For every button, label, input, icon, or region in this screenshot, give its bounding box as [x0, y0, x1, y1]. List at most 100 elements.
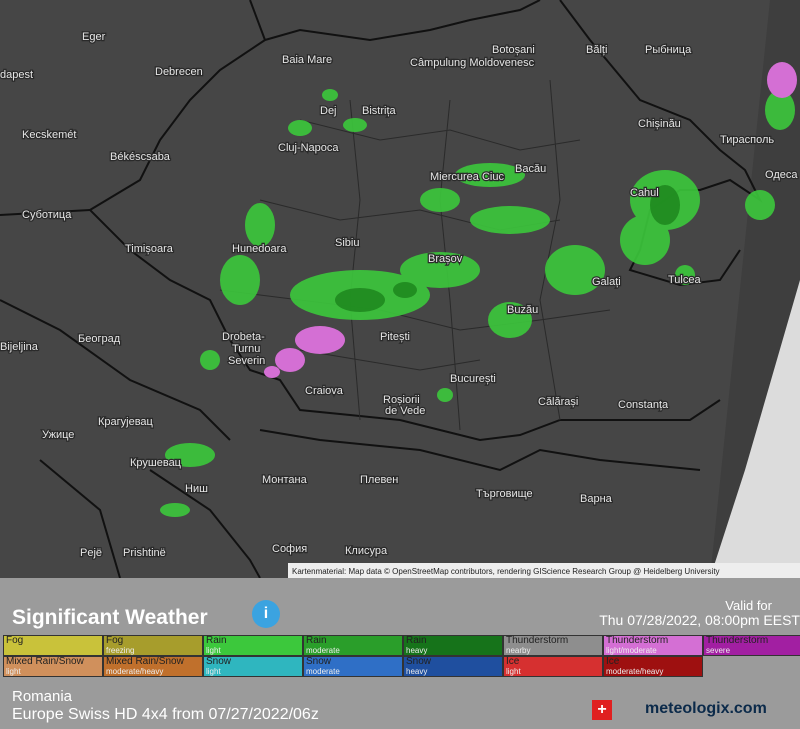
- city-label: Drobeta-: [222, 331, 265, 343]
- city-label: Miercurea Ciuc: [430, 171, 504, 183]
- legend-sublabel: severe: [706, 646, 731, 655]
- city-label: Prishtinë: [123, 547, 166, 559]
- legend-label: Fog: [106, 635, 124, 646]
- city-label: Constanța: [618, 399, 669, 411]
- city-label: Bacău: [515, 163, 546, 175]
- legend-item: Thunderstorm light/moderate: [603, 635, 703, 656]
- legend-label: Ice: [506, 656, 520, 667]
- legend-item: Thunderstorm nearby: [503, 635, 603, 656]
- legend-panel: Significant Weather i Valid for Thu 07/2…: [0, 578, 800, 729]
- city-label: Sibiu: [335, 237, 359, 249]
- legend-sublabel: heavy: [406, 646, 428, 655]
- city-label: Tulcea: [668, 274, 701, 286]
- city-label: Galați: [592, 276, 621, 288]
- city-label: Hunedoara: [232, 243, 287, 255]
- city-label: Суботица: [22, 209, 72, 221]
- city-label: de Vede: [385, 405, 425, 417]
- legend-sublabel: freezing: [106, 646, 135, 655]
- swiss-logo: +: [592, 700, 612, 720]
- city-label: Ниш: [185, 483, 208, 495]
- city-label: Békéscsaba: [110, 151, 171, 163]
- city-label: Brașov: [428, 253, 463, 265]
- city-label: Kecskemét: [22, 129, 76, 141]
- city-label: Плевен: [360, 474, 398, 486]
- region: Romania: [12, 688, 73, 705]
- legend-sublabel: nearby: [506, 646, 531, 655]
- legend-sublabel: light/moderate: [606, 646, 657, 655]
- attribution-bg: [288, 563, 800, 578]
- city-label: Câmpulung Moldovenesc: [410, 57, 535, 69]
- city-label: Pejë: [80, 547, 102, 559]
- legend-label: Rain: [406, 635, 427, 646]
- legend-sublabel: light: [506, 667, 521, 676]
- legend-label: Snow: [306, 656, 332, 667]
- legend-label: Rain: [206, 635, 227, 646]
- city-label: Крагујевац: [98, 416, 154, 428]
- city-label: Severin: [228, 355, 265, 367]
- legend-item: Mixed Rain/Snow moderate/heavy: [103, 656, 203, 677]
- city-label: Buzău: [507, 304, 538, 316]
- city-label: Dej: [320, 105, 337, 117]
- legend-sublabel: moderate/heavy: [606, 667, 664, 676]
- legend-sublabel: moderate: [306, 667, 340, 676]
- legend-item: Thunderstorm severe: [703, 635, 800, 656]
- city-label: Рыбница: [645, 44, 692, 56]
- legend-sublabel: moderate/heavy: [106, 667, 164, 676]
- attribution: Kartenmaterial: Map data © OpenStreetMap…: [292, 567, 720, 576]
- city-label: Botoșani: [492, 44, 535, 56]
- panel-title: Significant Weather: [12, 606, 208, 629]
- city-label: Монтана: [262, 474, 308, 486]
- legend-label: Mixed Rain/Snow: [6, 656, 84, 667]
- legend-item: Rain moderate: [303, 635, 403, 656]
- legend-item: Ice moderate/heavy: [603, 656, 703, 677]
- info-icon[interactable]: i: [252, 600, 280, 628]
- city-label: Варна: [580, 493, 613, 505]
- legend-item: Snow moderate: [303, 656, 403, 677]
- legend-sublabel: light: [206, 646, 221, 655]
- model-run: Europe Swiss HD 4x4 from 07/27/2022/06z: [12, 706, 319, 723]
- city-label: Timișoara: [125, 243, 174, 255]
- legend-label: Thunderstorm: [706, 635, 769, 646]
- city-label: Debrecen: [155, 66, 203, 78]
- regions: [219, 79, 611, 431]
- city-label: Тирасполь: [720, 134, 774, 146]
- city-label: Bijeljina: [0, 341, 39, 353]
- city-label: Roșiorii: [383, 394, 420, 406]
- legend-item: Snow heavy: [403, 656, 503, 677]
- borders: [0, 0, 763, 578]
- legend-item: Fog freezing: [103, 635, 203, 656]
- legend-item: Ice light: [503, 656, 603, 677]
- city-label: Eger: [82, 31, 106, 43]
- city-label: Craiova: [305, 385, 344, 397]
- city-label: Клисура: [345, 545, 388, 557]
- city-label: Београд: [78, 333, 121, 345]
- city-label: Bistrița: [362, 105, 397, 117]
- legend-sublabel: heavy: [406, 667, 428, 676]
- legend-label: Rain: [306, 635, 327, 646]
- legend-item: Rain heavy: [403, 635, 503, 656]
- city-label: dapest: [0, 69, 33, 81]
- legend-label: Snow: [406, 656, 432, 667]
- legend-label: Snow: [206, 656, 232, 667]
- legend-item: Rain light: [203, 635, 303, 656]
- legend-label: Thunderstorm: [506, 635, 569, 646]
- city-label: București: [450, 373, 496, 385]
- legend-item: Snow light: [203, 656, 303, 677]
- city-label: Bălți: [586, 44, 607, 56]
- city-label: Cahul: [630, 187, 659, 199]
- valid-label: Valid for: [725, 598, 772, 613]
- city-label: Крушевац: [130, 457, 182, 469]
- legend-label: Fog: [6, 635, 24, 646]
- city-label: Pitești: [380, 331, 410, 343]
- city-label: Търговище: [476, 488, 533, 500]
- logo[interactable]: meteologix.com: [645, 700, 767, 717]
- city-label: Chișinău: [638, 118, 681, 130]
- legend-label: Mixed Rain/Snow: [106, 656, 184, 667]
- no-data: [710, 280, 800, 578]
- city-label: Одеса: [765, 169, 798, 181]
- legend-sublabel: light: [6, 667, 21, 676]
- legend-item: Fog: [3, 635, 103, 656]
- legend-sublabel: moderate: [306, 646, 340, 655]
- city-label: София: [272, 543, 307, 555]
